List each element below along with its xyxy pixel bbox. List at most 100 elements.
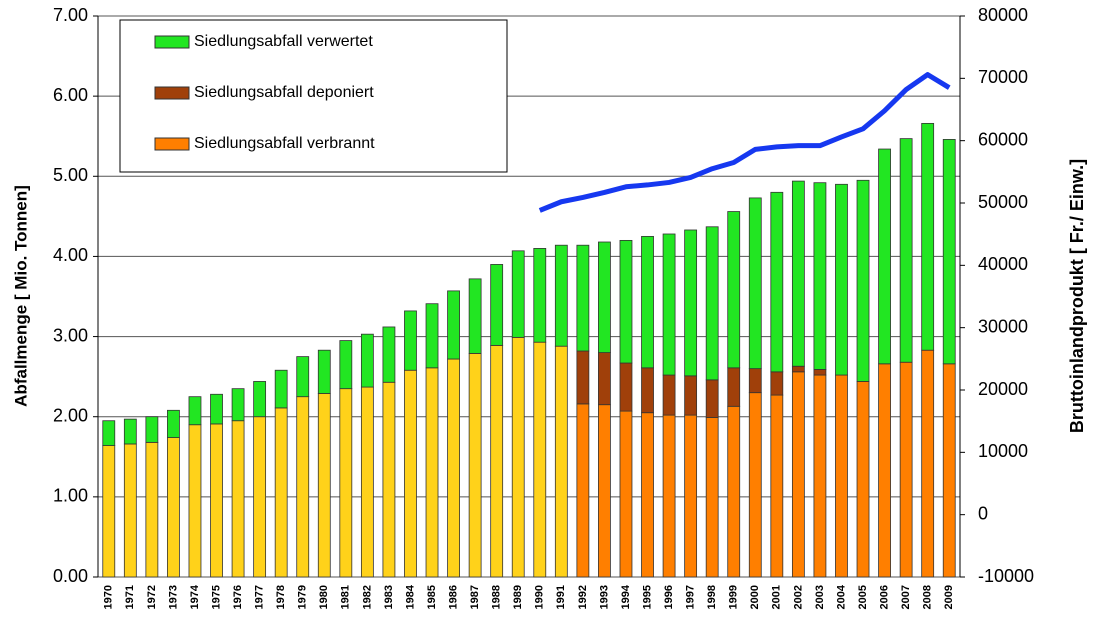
bar-segment — [296, 356, 310, 398]
x-tick-label: 2005 — [857, 585, 869, 609]
bar-segment — [705, 226, 719, 381]
y-tick-label: 4.00 — [53, 245, 88, 265]
x-tick-label: 1995 — [641, 585, 653, 609]
bar-segment — [447, 290, 460, 360]
bar-segment — [899, 138, 913, 363]
bar-segment — [210, 393, 223, 425]
x-tick-label: 1973 — [167, 585, 179, 609]
bar-segment — [791, 371, 805, 578]
x-tick-label: 1985 — [426, 585, 438, 609]
y-tick-label: 0.00 — [53, 566, 88, 586]
bar-segment — [123, 418, 137, 445]
bar-segment — [231, 420, 245, 578]
bar-segment — [899, 361, 913, 578]
bar-segment — [641, 367, 654, 414]
bar-segment — [274, 407, 288, 578]
line — [538, 72, 951, 213]
x-tick-label: 1975 — [210, 585, 222, 609]
y2-tick-label: 0 — [978, 503, 988, 523]
x-tick-label: 1986 — [447, 585, 459, 609]
bar-segment — [598, 352, 611, 406]
bar-segment — [382, 381, 396, 578]
bar-segment — [684, 229, 698, 377]
bar-segment — [425, 303, 439, 369]
bar-segment — [490, 344, 504, 578]
bar-segment — [942, 139, 956, 365]
bar-segment — [296, 396, 310, 578]
bar-segment — [123, 443, 137, 578]
y2-axis-label: Bruttoinlandprodukt [ Fr./ Einw.] — [1067, 159, 1087, 433]
x-tick-label: 1989 — [512, 585, 524, 609]
bar-segment — [188, 396, 202, 426]
bar-segment — [404, 369, 417, 578]
x-tick-label: 1980 — [318, 585, 330, 609]
bar-segment — [705, 417, 719, 578]
bar-segment — [813, 369, 827, 376]
bar-segment — [662, 233, 676, 376]
legend-swatch — [154, 86, 190, 100]
x-tick-label: 1983 — [383, 585, 395, 609]
y2-tick-label: 30000 — [978, 316, 1028, 336]
bar-segment — [770, 191, 784, 373]
y2-tick-label: 20000 — [978, 379, 1028, 399]
y2-tick-label: 70000 — [978, 67, 1028, 87]
bar-segment — [360, 386, 374, 578]
bar-segment — [210, 423, 223, 578]
y-tick-label: 3.00 — [53, 325, 88, 345]
y-axis-label: Abfallmenge [ Mio. Tonnen] — [11, 185, 30, 407]
y-tick-label: 1.00 — [53, 486, 88, 506]
legend-label: Siedlungsabfall deponiert — [194, 84, 374, 101]
bar-segment — [511, 250, 525, 338]
bar-segment — [619, 239, 633, 364]
bar-segment — [576, 350, 590, 405]
bar-segment — [770, 394, 784, 578]
x-tick-label: 1990 — [534, 585, 546, 609]
y2-tick-label: 80000 — [978, 5, 1028, 25]
x-tick-label: 2002 — [792, 585, 804, 609]
bar-segment — [921, 122, 935, 351]
bar-segment — [748, 368, 762, 394]
x-tick-label: 1996 — [663, 585, 675, 609]
x-tick-label: 1991 — [555, 585, 567, 609]
x-tick-label: 1993 — [598, 585, 610, 609]
bar-segment — [641, 235, 654, 369]
y2-tick-label: 10000 — [978, 441, 1028, 461]
bar-segment — [317, 393, 331, 578]
bar-segment — [468, 278, 482, 354]
bar-segment — [425, 367, 439, 578]
x-tick-label: 1972 — [146, 585, 158, 609]
bar-segment — [662, 374, 676, 416]
x-tick-label: 2004 — [835, 584, 847, 609]
x-tick-label: 1971 — [124, 585, 136, 609]
bar-segment — [404, 310, 417, 371]
y2-tick-label: -10000 — [978, 566, 1034, 586]
bar-segment — [360, 333, 374, 388]
bar-segment — [684, 414, 698, 578]
legend-label: Siedlungsabfall verwertet — [194, 33, 373, 50]
x-tick-label: 2003 — [814, 585, 826, 609]
bar-segment — [770, 371, 784, 396]
bar-segment — [835, 183, 848, 376]
bar-segment — [253, 416, 267, 578]
bar-segment — [167, 409, 180, 438]
x-tick-label: 1974 — [189, 584, 201, 609]
bar-segment — [748, 197, 762, 370]
bar-segment — [813, 374, 827, 578]
x-tick-label: 1999 — [728, 585, 740, 609]
bar-segment — [791, 180, 805, 367]
x-tick-label: 1979 — [297, 585, 309, 609]
bar-segment — [576, 244, 590, 352]
bar-segment — [511, 336, 525, 578]
x-tick-label: 2001 — [771, 585, 783, 609]
bar-segment — [167, 437, 180, 578]
bar-segment — [641, 412, 654, 578]
bar-segment — [102, 420, 116, 446]
y-tick-label: 5.00 — [53, 165, 88, 185]
y-tick-label: 2.00 — [53, 405, 88, 425]
bar-segment — [533, 248, 547, 343]
bar-segment — [619, 410, 633, 578]
y2-tick-label: 50000 — [978, 192, 1028, 212]
bar-segment — [145, 441, 159, 578]
bar-segment — [791, 365, 805, 373]
